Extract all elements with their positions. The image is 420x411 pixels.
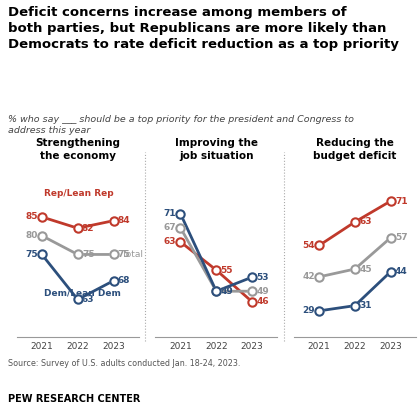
Text: 85: 85 bbox=[25, 212, 37, 222]
Text: 54: 54 bbox=[302, 241, 315, 250]
Text: 63: 63 bbox=[82, 295, 94, 304]
Title: Strengthening
the economy: Strengthening the economy bbox=[35, 139, 120, 161]
Text: 71: 71 bbox=[395, 196, 408, 206]
Text: 45: 45 bbox=[359, 265, 372, 273]
Text: Total: Total bbox=[119, 250, 143, 259]
Text: 46: 46 bbox=[257, 297, 269, 306]
Text: 44: 44 bbox=[395, 267, 408, 276]
Text: Dem/Lean Dem: Dem/Lean Dem bbox=[44, 288, 121, 297]
Text: 80: 80 bbox=[25, 231, 37, 240]
Title: Improving the
job situation: Improving the job situation bbox=[175, 139, 258, 161]
Text: 42: 42 bbox=[302, 272, 315, 282]
Title: Reducing the
budget deficit: Reducing the budget deficit bbox=[313, 139, 396, 161]
Text: 31: 31 bbox=[359, 301, 372, 310]
Text: 67: 67 bbox=[163, 223, 176, 232]
Text: 55: 55 bbox=[220, 266, 233, 275]
Text: Deficit concerns increase among members of
both parties, but Republicans are mor: Deficit concerns increase among members … bbox=[8, 6, 399, 51]
Text: 82: 82 bbox=[82, 224, 94, 233]
Text: PEW RESEARCH CENTER: PEW RESEARCH CENTER bbox=[8, 394, 141, 404]
Text: 84: 84 bbox=[118, 216, 131, 225]
Text: 75: 75 bbox=[118, 250, 131, 259]
Text: 49: 49 bbox=[220, 287, 234, 296]
Text: 63: 63 bbox=[359, 217, 372, 226]
Text: 63: 63 bbox=[164, 238, 176, 247]
Text: Rep/Lean Rep: Rep/Lean Rep bbox=[44, 189, 113, 198]
Text: 57: 57 bbox=[395, 233, 408, 242]
Text: Source: Survey of U.S. adults conducted Jan. 18-24, 2023.: Source: Survey of U.S. adults conducted … bbox=[8, 358, 241, 367]
Text: % who say ___ should be a top priority for the president and Congress to
address: % who say ___ should be a top priority f… bbox=[8, 115, 354, 135]
Text: 49: 49 bbox=[220, 287, 234, 296]
Text: 49: 49 bbox=[257, 287, 269, 296]
Text: 75: 75 bbox=[82, 250, 94, 259]
Text: 71: 71 bbox=[163, 209, 176, 218]
Text: 53: 53 bbox=[257, 272, 269, 282]
Text: 29: 29 bbox=[302, 306, 315, 315]
Text: 75: 75 bbox=[25, 250, 37, 259]
Text: 68: 68 bbox=[118, 276, 130, 285]
